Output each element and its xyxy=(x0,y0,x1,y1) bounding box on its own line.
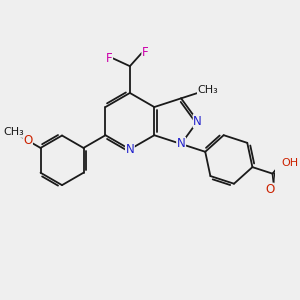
Text: N: N xyxy=(177,137,185,150)
Text: O: O xyxy=(23,134,32,147)
Text: CH₃: CH₃ xyxy=(197,85,218,94)
Text: N: N xyxy=(193,115,202,128)
Text: O: O xyxy=(265,183,274,196)
Text: F: F xyxy=(142,46,148,59)
Text: N: N xyxy=(125,143,134,156)
Text: F: F xyxy=(106,52,112,64)
Text: OH: OH xyxy=(282,158,299,167)
Text: CH₃: CH₃ xyxy=(3,127,24,137)
